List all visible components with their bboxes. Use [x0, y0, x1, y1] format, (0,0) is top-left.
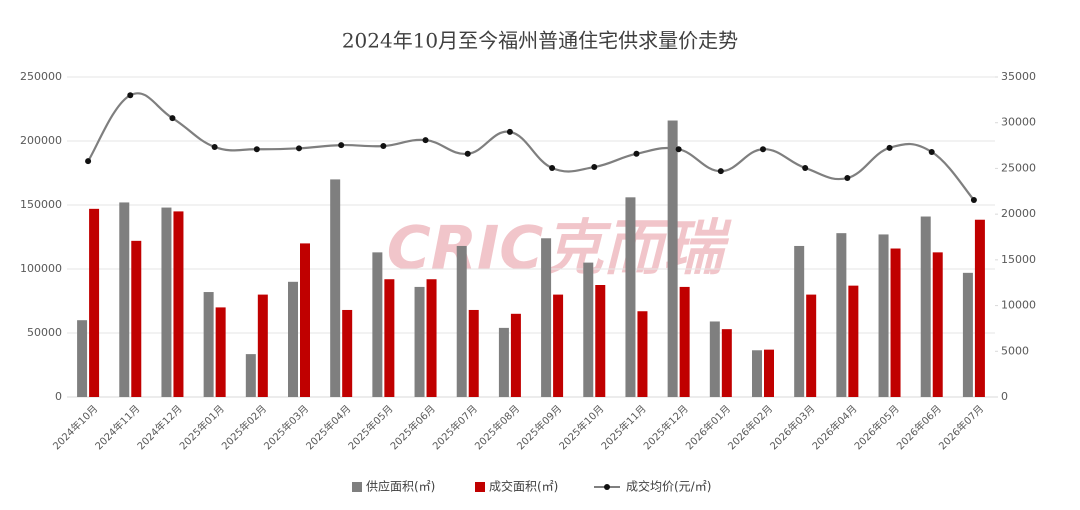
price-point: [675, 146, 682, 153]
bar: [806, 294, 817, 397]
bar: [836, 233, 847, 397]
watermark: CRIC克而瑞: [387, 214, 733, 284]
price-point: [338, 142, 345, 149]
legend-swatch: [604, 484, 610, 490]
bar: [794, 245, 805, 397]
bar: [414, 286, 425, 397]
bar: [595, 285, 606, 397]
bar: [288, 281, 298, 397]
bar: [721, 329, 732, 397]
price-point: [211, 143, 218, 150]
bar: [173, 211, 184, 397]
price-point: [506, 128, 513, 135]
bar: [468, 309, 479, 397]
y-tick-label: 150000: [20, 198, 62, 211]
y2-tick-label: 30000: [1001, 116, 1036, 129]
price-point: [802, 164, 809, 171]
price-point: [422, 137, 429, 144]
price-line: [87, 92, 975, 201]
bar: [384, 279, 395, 397]
price-point: [127, 92, 134, 99]
legend-label: 成交均价(元/㎡): [626, 479, 711, 494]
y-tick-label: 200000: [20, 134, 62, 147]
bar: [962, 272, 973, 397]
bar: [764, 349, 774, 397]
y-tick-label: 50000: [27, 326, 62, 339]
price-point: [464, 150, 471, 157]
bar: [583, 262, 594, 397]
price-point: [85, 158, 92, 165]
bar: [257, 294, 268, 397]
bar: [932, 252, 943, 397]
bar: [848, 285, 859, 397]
price-point: [928, 148, 935, 155]
legend-label: 成交面积(㎡): [489, 479, 558, 494]
price-point: [717, 168, 724, 175]
bar: [510, 313, 521, 397]
bar: [541, 238, 552, 397]
bar: [679, 286, 690, 397]
price-point: [549, 164, 556, 171]
price-point: [591, 164, 598, 171]
bar: [119, 202, 130, 397]
price-point: [633, 150, 640, 157]
bar: [637, 311, 648, 397]
price-point: [169, 115, 176, 122]
bar: [372, 252, 383, 397]
bar: [878, 234, 889, 397]
bar: [342, 309, 353, 397]
bar: [161, 207, 172, 397]
bar: [245, 354, 256, 397]
bar: [89, 208, 100, 397]
bar: [426, 279, 437, 397]
price-point: [760, 146, 766, 153]
price-point: [970, 196, 977, 203]
y2-tick-label: 35000: [1001, 70, 1036, 83]
bar: [498, 327, 509, 397]
bar: [709, 321, 720, 397]
legend-swatch: [475, 482, 485, 492]
bar: [974, 219, 985, 397]
y2-tick-label: 0: [1001, 390, 1008, 403]
y2-tick-label: 10000: [1001, 299, 1036, 312]
price-point: [886, 144, 893, 151]
bar: [890, 248, 901, 397]
bar: [203, 292, 214, 397]
y2-tick-label: 25000: [1001, 161, 1036, 174]
bar: [667, 120, 678, 398]
price-point: [296, 145, 302, 152]
bar: [77, 320, 88, 397]
y-tick-label: 250000: [20, 70, 62, 83]
price-point: [844, 175, 851, 182]
legend-label: 供应面积(㎡): [366, 479, 435, 494]
bar: [456, 245, 467, 397]
y-tick-label: 0: [55, 390, 62, 403]
bar: [300, 243, 310, 397]
bar: [920, 216, 931, 397]
y2-tick-label: 15000: [1001, 253, 1036, 266]
y-tick-label: 100000: [20, 262, 62, 275]
price-point: [380, 143, 387, 150]
chart-title: 2024年10月至今福州普通住宅供求量价走势: [342, 29, 738, 53]
bar: [553, 294, 564, 397]
bar: [215, 307, 226, 397]
legend-swatch: [352, 482, 362, 492]
bar: [625, 197, 636, 397]
y2-tick-label: 5000: [1001, 344, 1029, 357]
y2-tick-label: 20000: [1001, 207, 1036, 220]
bar: [131, 240, 142, 397]
bar: [330, 179, 341, 397]
bar: [752, 350, 762, 397]
price-point: [253, 146, 260, 153]
